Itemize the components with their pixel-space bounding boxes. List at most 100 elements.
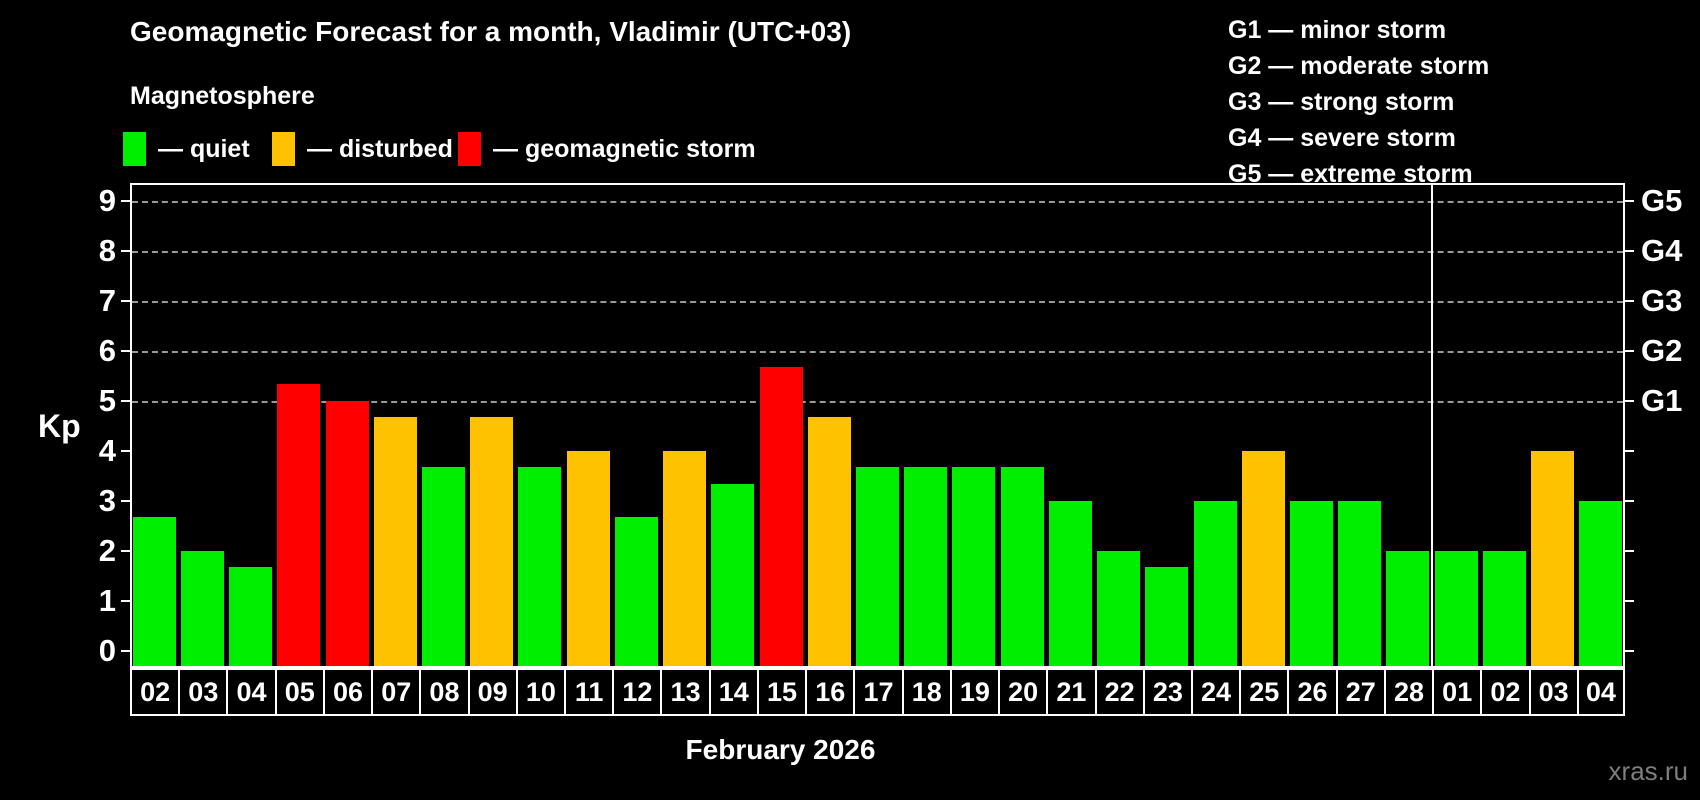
x-axis-date-box: 03 — [178, 668, 229, 716]
kp-bar-day-05 — [277, 384, 321, 668]
x-axis-date-box: 25 — [1239, 668, 1290, 716]
x-axis-date-box: 06 — [322, 668, 374, 716]
legend-item-disturbed: — disturbed — [272, 132, 453, 166]
x-axis-date-box: 02 — [1480, 668, 1531, 716]
g-scale-legend: G1 — minor storm G2 — moderate storm G3 … — [1228, 12, 1489, 192]
y-axis-tick-right-6 — [1625, 349, 1634, 352]
g-scale-label-G1: G1 — [1641, 382, 1683, 418]
y-axis-label-1: 1 — [98, 582, 116, 618]
g-scale-label-G3: G3 — [1641, 282, 1683, 318]
watermark: xras.ru — [1608, 756, 1688, 786]
y-axis-label-8: 8 — [98, 232, 116, 268]
y-axis-tick-left-3 — [121, 499, 130, 502]
kp-bar-day-02 — [1482, 550, 1526, 668]
y-axis-label-7: 7 — [98, 282, 116, 318]
kp-bar-day-15 — [759, 367, 803, 668]
y-axis-label-9: 9 — [98, 182, 116, 218]
y-axis-tick-right-5 — [1625, 399, 1634, 402]
x-axis-date-box: 20 — [998, 668, 1049, 716]
x-axis-date-box: 16 — [805, 668, 856, 716]
kp-bar-day-03 — [1531, 450, 1575, 668]
kp-bar-day-21 — [1048, 500, 1092, 668]
y-axis-tick-left-5 — [121, 399, 130, 402]
legend-item-storm: — geomagnetic storm — [458, 132, 756, 166]
g-scale-label-G5: G5 — [1641, 182, 1683, 218]
kp-bar-day-08 — [421, 467, 465, 668]
y-axis-label-3: 3 — [98, 482, 116, 518]
y-axis-tick-left-9 — [121, 199, 130, 202]
g1-legend-line: G1 — minor storm — [1228, 16, 1447, 44]
kp-bar-day-17 — [856, 467, 899, 668]
x-axis-date-box: 23 — [1142, 668, 1193, 716]
y-axis-tick-right-2 — [1625, 549, 1634, 552]
x-axis-date-box: 04 — [1576, 668, 1625, 716]
kp-bar-day-18 — [904, 467, 948, 668]
x-axis-date-box: 19 — [949, 668, 1001, 716]
x-axis-date-box: 09 — [467, 668, 518, 716]
legend-label: — disturbed — [307, 134, 453, 163]
x-axis-date-box: 24 — [1190, 668, 1242, 716]
kp-bar-day-16 — [807, 417, 851, 668]
x-axis-date-box: 05 — [274, 668, 325, 716]
y-axis-tick-left-7 — [121, 299, 130, 302]
kp-bar-day-26 — [1290, 500, 1334, 668]
g3-legend-line: G3 — strong storm — [1228, 88, 1455, 116]
kp-bar-day-22 — [1097, 550, 1141, 668]
kp-bar-day-13 — [663, 450, 707, 668]
x-axis-date-box: 21 — [1046, 668, 1097, 716]
gridline-kp6 — [132, 350, 1623, 353]
kp-bar-day-14 — [711, 484, 755, 668]
x-axis-date-box: 15 — [756, 668, 808, 716]
x-axis-date-box: 18 — [901, 668, 952, 716]
x-axis-date-box: 10 — [515, 668, 567, 716]
y-axis-label-0: 0 — [98, 632, 116, 668]
page-title: Geomagnetic Forecast for a month, Vladim… — [130, 16, 852, 47]
kp-bar-day-19 — [952, 467, 996, 668]
gridline-kp7 — [132, 300, 1623, 303]
y-axis-label-6: 6 — [98, 332, 116, 368]
kp-bar-day-20 — [1000, 467, 1044, 668]
kp-bar-day-03 — [180, 550, 224, 668]
x-axis-date-box: 04 — [226, 668, 277, 716]
x-axis-date-box: 03 — [1528, 668, 1579, 716]
legend-label: — geomagnetic storm — [493, 134, 756, 163]
y-axis-title: Kp — [38, 408, 81, 444]
y-axis-tick-right-4 — [1625, 449, 1634, 452]
kp-bar-day-11 — [566, 450, 610, 668]
y-axis-label-5: 5 — [98, 382, 116, 418]
kp-bar-day-04 — [229, 567, 273, 668]
x-axis-date-box: 27 — [1335, 668, 1386, 716]
kp-bar-day-01 — [1434, 550, 1478, 668]
y-axis-tick-left-8 — [121, 249, 130, 252]
legend-label: — quiet — [158, 134, 250, 163]
kp-bar-day-27 — [1338, 500, 1382, 668]
y-axis-tick-left-4 — [121, 449, 130, 452]
disturbed-color-swatch — [272, 132, 295, 166]
x-axis-date-box: 13 — [660, 668, 711, 716]
kp-bar-day-04 — [1579, 500, 1623, 668]
y-axis-tick-right-1 — [1625, 599, 1634, 602]
kp-bar-day-06 — [325, 400, 369, 668]
plot-area — [130, 183, 1625, 668]
x-axis-date-box: 28 — [1383, 668, 1435, 716]
y-axis-tick-right-8 — [1625, 249, 1634, 252]
storm-color-swatch — [458, 132, 481, 166]
kp-bar-day-24 — [1193, 500, 1237, 668]
kp-bar-day-12 — [614, 517, 658, 668]
chart-subtitle: Magnetosphere — [130, 82, 315, 110]
quiet-color-swatch — [123, 132, 146, 166]
x-axis-title: February 2026 — [685, 734, 876, 765]
kp-bar-day-25 — [1241, 450, 1285, 668]
y-axis-tick-right-9 — [1625, 199, 1634, 202]
g2-legend-line: G2 — moderate storm — [1228, 52, 1490, 80]
x-axis-date-box: 12 — [612, 668, 663, 716]
x-axis-date-box: 14 — [708, 668, 759, 716]
y-axis-tick-left-6 — [121, 349, 130, 352]
gridline-kp8 — [132, 250, 1623, 253]
gridline-kp5 — [132, 400, 1623, 403]
x-axis-date-box: 26 — [1287, 668, 1338, 716]
kp-bar-day-09 — [470, 417, 514, 668]
kp-bar-day-28 — [1386, 550, 1430, 668]
kp-bar-day-10 — [518, 467, 562, 668]
